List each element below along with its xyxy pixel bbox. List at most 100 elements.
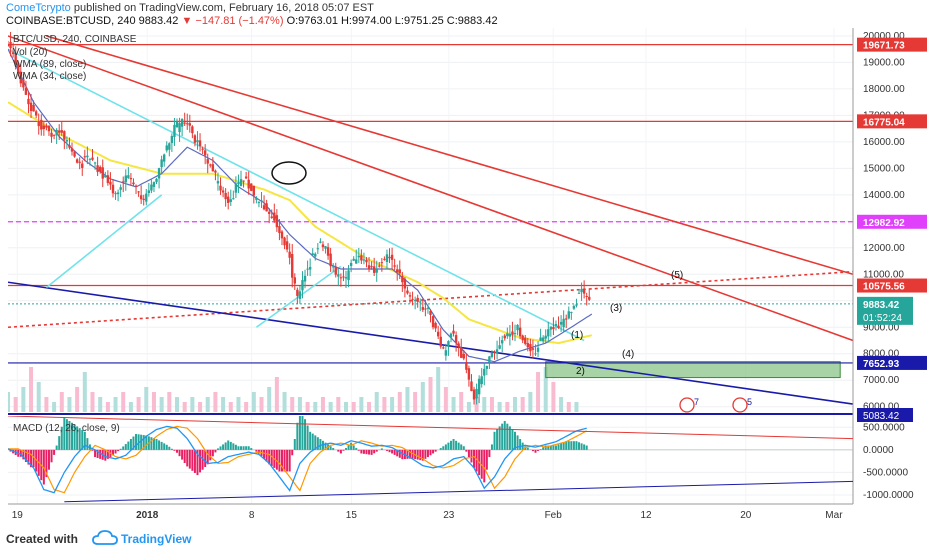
volume-bar	[136, 397, 141, 412]
volume-bar	[8, 392, 10, 412]
candle-body	[201, 148, 204, 150]
time-tick-label: 2018	[136, 510, 159, 521]
candle-body	[265, 203, 268, 212]
volume-bar	[328, 402, 333, 412]
volume-bar	[336, 397, 341, 412]
candle-body	[352, 258, 355, 261]
wave-labels: (1) 2) (3) (4) (5)	[571, 270, 683, 377]
price-tag-label: 19671.73	[863, 41, 905, 52]
candle-body	[365, 259, 368, 263]
candle-body	[88, 158, 92, 160]
candle-body	[362, 259, 366, 261]
candle-body	[380, 262, 384, 264]
candle-body	[216, 181, 220, 184]
countdown-label: 01:52:24	[863, 313, 902, 324]
macd-tick-label: -500.0000	[863, 467, 908, 478]
price-tick-label: 11000.00	[863, 269, 904, 280]
candle-body	[465, 361, 468, 370]
volume-bar	[290, 397, 295, 412]
candle-body	[29, 102, 33, 111]
chart-area[interactable]: (1) 2) (3) (4) (5) 7 5 BTC/USD, 240, COI…	[0, 28, 932, 528]
volume-bar	[443, 387, 448, 412]
candle-body	[270, 216, 273, 218]
volume-bar	[489, 397, 494, 412]
volume-bar	[175, 397, 179, 412]
circle-annotation	[271, 161, 307, 185]
volume-bar	[267, 387, 272, 412]
macd-trendline	[64, 480, 853, 503]
candle-body	[244, 176, 248, 179]
volume-bar	[397, 392, 402, 412]
candle-body	[324, 246, 327, 249]
footer-brand[interactable]: TradingView	[121, 532, 192, 546]
candle-body	[250, 183, 253, 191]
price-tick-label: 20000.00	[863, 31, 905, 42]
ohlc-values: O:9763.01 H:9974.00 L:9751.25 C:9883.42	[286, 15, 498, 27]
candle-body	[429, 310, 432, 315]
trendlines	[8, 35, 853, 405]
candle-body	[214, 170, 217, 173]
idea-icon[interactable]	[679, 397, 695, 413]
candle-body	[109, 181, 112, 185]
candle-body	[285, 241, 289, 250]
candle-body	[483, 368, 486, 376]
candle-body	[411, 298, 414, 300]
legend-macd: MACD (12, 26, close, 9)	[13, 423, 120, 434]
candle-body	[81, 163, 84, 168]
legend: BTC/USD, 240, COINBASE Vol (20) WMA (89,…	[13, 34, 137, 434]
trendline	[255, 265, 342, 328]
candle-body	[457, 343, 460, 347]
idea-icon[interactable]	[732, 397, 748, 413]
volume-bar	[390, 397, 395, 412]
candle-body	[442, 347, 445, 349]
volume-bar	[459, 392, 464, 412]
legend-wma89: WMA (89, close)	[13, 59, 86, 70]
publisher-name[interactable]: ComeTcrypto	[6, 2, 71, 14]
horizontal-levels	[8, 44, 853, 364]
candle-body	[147, 190, 151, 194]
volume-bar	[313, 402, 318, 412]
candle-body	[401, 275, 404, 283]
macd-line	[8, 425, 587, 494]
price-tag-label: 7652.93	[863, 359, 900, 370]
volume-bar	[536, 372, 541, 412]
volume-bar	[121, 392, 126, 412]
volume-bar	[251, 392, 256, 412]
candle-body	[45, 125, 48, 128]
volume-bar	[451, 397, 456, 412]
candle-body	[588, 296, 591, 300]
volume-bar	[67, 397, 72, 412]
candle-body	[375, 269, 378, 273]
candle-body	[544, 335, 547, 339]
idea-icons[interactable]: 7 5	[679, 397, 752, 413]
candle-body	[86, 155, 89, 158]
time-tick-label: 20	[740, 510, 752, 521]
candle-body	[388, 256, 391, 259]
candle-body	[93, 162, 97, 164]
candle-body	[565, 318, 568, 320]
candle-body	[416, 297, 419, 302]
candle-body	[291, 253, 294, 278]
candle-body	[9, 41, 12, 49]
volume-bar	[205, 397, 210, 412]
volume-bar	[566, 402, 571, 412]
candle-body	[139, 195, 143, 200]
bottom-price-label: 5083.42	[863, 411, 900, 422]
candle-body	[349, 262, 353, 266]
volume-bar	[436, 367, 441, 412]
candle-body	[531, 348, 535, 350]
trendline	[8, 35, 853, 342]
candle-body	[460, 347, 463, 358]
candle-body	[311, 253, 314, 256]
candle-body	[470, 381, 473, 391]
candle-body	[288, 251, 291, 258]
volume-bars	[8, 367, 579, 412]
candle-body	[419, 301, 422, 303]
candle-body	[393, 265, 396, 267]
candle-body	[168, 143, 171, 150]
macd-tick-label: 500.0000	[863, 422, 905, 433]
macd-pane	[8, 416, 853, 503]
candle-body	[477, 378, 481, 395]
candle-body	[173, 124, 176, 137]
candle-body	[227, 196, 230, 203]
